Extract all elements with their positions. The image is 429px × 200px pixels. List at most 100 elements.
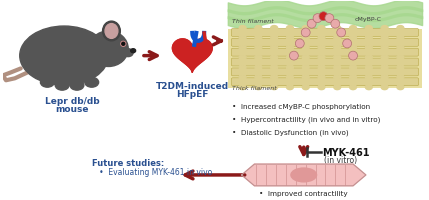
Ellipse shape xyxy=(334,75,341,80)
Ellipse shape xyxy=(302,85,309,90)
Ellipse shape xyxy=(366,65,372,70)
Ellipse shape xyxy=(121,41,126,46)
Ellipse shape xyxy=(70,80,84,90)
Ellipse shape xyxy=(350,35,356,40)
Ellipse shape xyxy=(105,24,118,38)
Ellipse shape xyxy=(255,35,262,40)
Ellipse shape xyxy=(397,45,404,50)
Ellipse shape xyxy=(287,45,293,50)
Ellipse shape xyxy=(287,65,293,70)
Ellipse shape xyxy=(318,35,325,40)
Ellipse shape xyxy=(255,45,262,50)
Circle shape xyxy=(313,14,322,23)
Ellipse shape xyxy=(334,45,341,50)
Ellipse shape xyxy=(366,85,372,90)
Ellipse shape xyxy=(334,35,341,40)
Ellipse shape xyxy=(318,65,325,70)
Ellipse shape xyxy=(381,26,388,30)
Ellipse shape xyxy=(334,55,341,60)
Circle shape xyxy=(343,39,352,48)
Ellipse shape xyxy=(271,75,278,80)
Ellipse shape xyxy=(318,45,325,50)
Text: •  Evaluating MYK-461 in vivo: • Evaluating MYK-461 in vivo xyxy=(92,168,212,177)
Ellipse shape xyxy=(318,26,325,30)
Ellipse shape xyxy=(287,35,293,40)
Ellipse shape xyxy=(381,75,388,80)
Ellipse shape xyxy=(366,35,372,40)
Circle shape xyxy=(349,51,357,60)
Circle shape xyxy=(331,19,340,28)
Ellipse shape xyxy=(271,26,278,30)
Circle shape xyxy=(319,12,328,21)
Ellipse shape xyxy=(291,168,317,182)
Ellipse shape xyxy=(366,55,372,60)
Polygon shape xyxy=(172,39,212,72)
Ellipse shape xyxy=(271,55,278,60)
Ellipse shape xyxy=(271,75,278,80)
Ellipse shape xyxy=(381,45,388,50)
Text: (in vitro): (in vitro) xyxy=(324,156,358,165)
Ellipse shape xyxy=(287,45,293,50)
Ellipse shape xyxy=(350,26,356,30)
Ellipse shape xyxy=(255,65,262,70)
Ellipse shape xyxy=(131,49,136,53)
Ellipse shape xyxy=(397,35,404,40)
Ellipse shape xyxy=(366,45,372,50)
Ellipse shape xyxy=(350,55,356,60)
Ellipse shape xyxy=(366,45,372,50)
Ellipse shape xyxy=(239,85,246,90)
Circle shape xyxy=(337,28,346,37)
Ellipse shape xyxy=(397,35,404,40)
Ellipse shape xyxy=(397,45,404,50)
Text: HFpEF: HFpEF xyxy=(176,90,208,99)
Ellipse shape xyxy=(334,85,341,90)
Ellipse shape xyxy=(271,35,278,40)
Ellipse shape xyxy=(122,42,125,45)
Ellipse shape xyxy=(239,45,246,50)
Ellipse shape xyxy=(255,85,262,90)
Ellipse shape xyxy=(318,35,325,40)
Ellipse shape xyxy=(381,65,388,70)
Ellipse shape xyxy=(271,45,278,50)
Ellipse shape xyxy=(397,75,404,80)
Ellipse shape xyxy=(381,55,388,60)
Ellipse shape xyxy=(239,65,246,70)
Ellipse shape xyxy=(350,75,356,80)
Ellipse shape xyxy=(287,65,293,70)
Ellipse shape xyxy=(255,55,262,60)
Ellipse shape xyxy=(366,26,372,30)
Ellipse shape xyxy=(381,55,388,60)
FancyBboxPatch shape xyxy=(231,68,419,76)
Circle shape xyxy=(307,19,316,28)
Ellipse shape xyxy=(255,75,262,80)
Ellipse shape xyxy=(239,75,246,80)
Ellipse shape xyxy=(20,26,109,85)
Ellipse shape xyxy=(334,55,341,60)
Ellipse shape xyxy=(302,65,309,70)
Ellipse shape xyxy=(89,31,128,66)
Text: Future studies:: Future studies: xyxy=(92,159,164,168)
Ellipse shape xyxy=(366,35,372,40)
Ellipse shape xyxy=(350,35,356,40)
Ellipse shape xyxy=(366,55,372,60)
Ellipse shape xyxy=(366,65,372,70)
Circle shape xyxy=(295,39,304,48)
FancyBboxPatch shape xyxy=(231,48,419,56)
Ellipse shape xyxy=(255,35,262,40)
Ellipse shape xyxy=(397,55,404,60)
Ellipse shape xyxy=(397,85,404,90)
Ellipse shape xyxy=(334,65,341,70)
Circle shape xyxy=(325,14,334,23)
Ellipse shape xyxy=(397,26,404,30)
Ellipse shape xyxy=(40,77,54,87)
Ellipse shape xyxy=(302,55,309,60)
Ellipse shape xyxy=(302,45,309,50)
Ellipse shape xyxy=(123,49,133,57)
Ellipse shape xyxy=(318,55,325,60)
Ellipse shape xyxy=(381,65,388,70)
Ellipse shape xyxy=(366,75,372,80)
Ellipse shape xyxy=(302,55,309,60)
Ellipse shape xyxy=(239,35,246,40)
Circle shape xyxy=(290,51,298,60)
Ellipse shape xyxy=(302,35,309,40)
